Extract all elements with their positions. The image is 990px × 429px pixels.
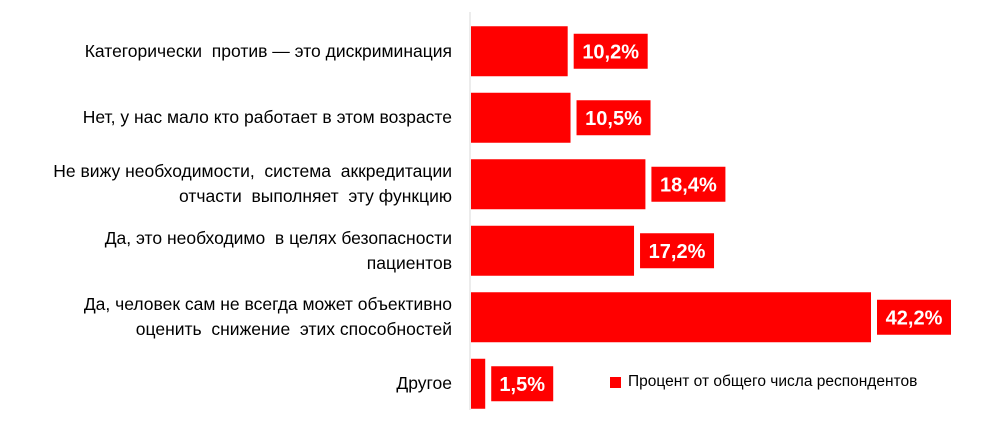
data-label-bg-4	[877, 299, 951, 335]
data-label-text-4: 42,2%	[886, 307, 943, 329]
category-label-line: оценить снижение этих способностей	[135, 319, 452, 340]
category-label-4: Да, человек сам не всегда может объектив…	[0, 287, 452, 347]
data-label-text-0: 10,2%	[582, 41, 639, 63]
bar-0	[471, 26, 568, 77]
category-label-0: Категорически против — это дискриминация	[0, 21, 452, 81]
category-label-1: Нет, у нас мало кто работает в этом возр…	[0, 88, 452, 148]
data-label-bg-1	[576, 100, 651, 136]
bar-5	[471, 358, 486, 409]
data-label-5: 1,5%	[491, 366, 554, 402]
data-label-text-3: 17,2%	[649, 241, 706, 263]
bar-1	[471, 92, 571, 143]
bar-4	[471, 292, 871, 343]
legend-label: Процент от общего числа респондентов	[628, 373, 918, 390]
category-label-3: Да, это необходимо в целях безопасности п…	[0, 221, 452, 281]
category-label-line: Не вижу необходимости, система аккредита…	[53, 161, 452, 182]
legend: Процент от общего числа респондентов	[610, 373, 917, 391]
category-label-line: Нет, у нас мало кто работает в этом возр…	[82, 107, 452, 128]
category-label-line: Да, человек сам не всегда может объектив…	[83, 294, 452, 315]
data-label-bg-2	[651, 166, 726, 202]
bar-2	[471, 159, 646, 210]
category-label-2: Не вижу необходимости, система аккредита…	[0, 154, 452, 214]
data-label-text-1: 10,5%	[585, 108, 642, 130]
data-label-3: 17,2%	[640, 233, 715, 269]
bar-3	[471, 225, 635, 276]
category-label-line: отчасти выполняет эту функцию	[179, 186, 452, 207]
data-label-1: 10,5%	[576, 100, 651, 136]
data-label-text-2: 18,4%	[660, 174, 717, 196]
legend-swatch	[610, 376, 621, 388]
data-label-2: 18,4%	[651, 166, 726, 202]
data-label-bg-5	[491, 366, 554, 402]
category-label-line: Да, это необходимо в целях безопасности	[104, 227, 452, 248]
category-label-line: пациентов	[366, 252, 452, 273]
data-label-4: 42,2%	[877, 299, 951, 335]
category-label-5: Другое	[0, 354, 452, 414]
data-label-text-5: 1,5%	[499, 374, 545, 396]
category-label-line: Категорически против — это дискриминация	[84, 40, 452, 61]
data-label-bg-3	[640, 233, 715, 269]
data-label-0: 10,2%	[573, 33, 648, 69]
category-label-line: Другое	[396, 373, 452, 394]
data-label-bg-0	[573, 33, 648, 69]
